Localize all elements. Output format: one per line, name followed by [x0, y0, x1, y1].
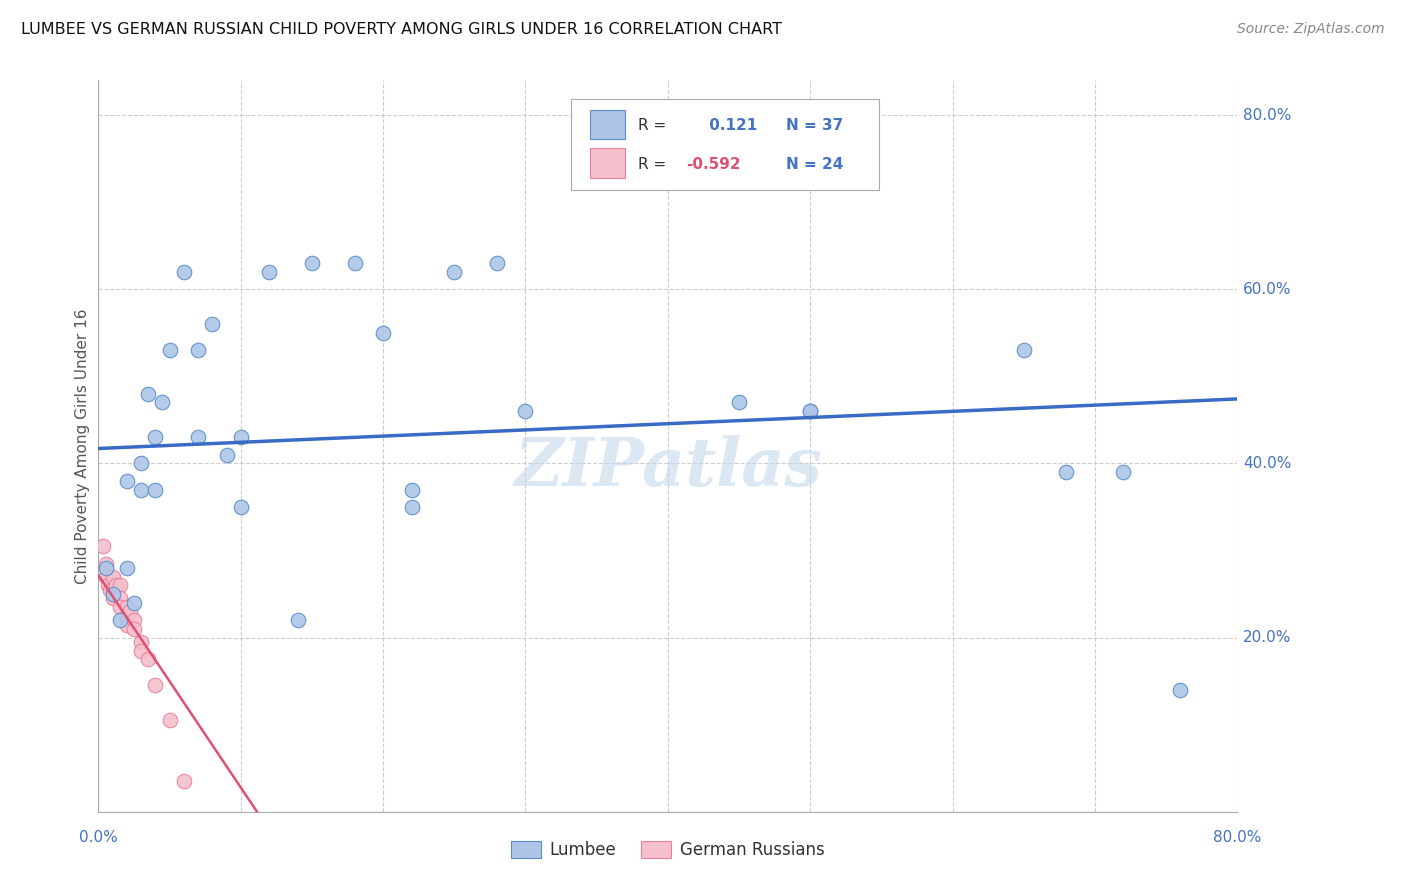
Point: [145, 678, 167, 692]
Point: [115, 600, 138, 615]
Point: [115, 617, 138, 632]
Point: [108, 578, 131, 592]
Text: 80.0%: 80.0%: [1243, 108, 1291, 122]
Point: [173, 774, 195, 789]
Point: [201, 317, 224, 331]
Text: 40.0%: 40.0%: [1243, 456, 1291, 471]
Point: [94, 557, 117, 571]
Point: [91, 539, 114, 553]
Point: [401, 483, 423, 497]
FancyBboxPatch shape: [591, 110, 624, 139]
Text: R =: R =: [638, 157, 666, 172]
Text: 60.0%: 60.0%: [1243, 282, 1292, 297]
Point: [443, 265, 465, 279]
Point: [101, 591, 124, 606]
Point: [145, 430, 167, 444]
Text: 0.0%: 0.0%: [79, 830, 118, 845]
Point: [187, 343, 209, 358]
Text: 80.0%: 80.0%: [1213, 830, 1261, 845]
Point: [1112, 465, 1135, 479]
Point: [94, 561, 117, 575]
Point: [301, 256, 323, 270]
Text: -0.592: -0.592: [686, 157, 741, 172]
Point: [122, 613, 145, 627]
Point: [799, 404, 821, 418]
Text: LUMBEE VS GERMAN RUSSIAN CHILD POVERTY AMONG GIRLS UNDER 16 CORRELATION CHART: LUMBEE VS GERMAN RUSSIAN CHILD POVERTY A…: [21, 22, 782, 37]
Point: [108, 591, 131, 606]
Point: [152, 395, 174, 409]
Point: [129, 457, 152, 471]
Point: [129, 483, 152, 497]
Point: [187, 430, 209, 444]
Point: [94, 569, 117, 583]
Point: [229, 430, 252, 444]
Point: [159, 343, 181, 358]
Point: [118, 604, 141, 618]
Point: [799, 404, 821, 418]
Point: [145, 483, 167, 497]
Point: [129, 643, 152, 657]
Point: [115, 561, 138, 575]
Point: [98, 582, 121, 597]
Point: [104, 578, 127, 592]
Point: [97, 578, 120, 592]
Point: [1012, 343, 1035, 358]
Point: [1170, 682, 1192, 697]
Point: [401, 500, 423, 514]
Legend: Lumbee, German Russians: Lumbee, German Russians: [505, 834, 831, 865]
Point: [173, 265, 195, 279]
FancyBboxPatch shape: [571, 99, 879, 190]
Point: [215, 448, 238, 462]
Point: [101, 587, 124, 601]
Text: N = 24: N = 24: [786, 157, 844, 172]
Point: [101, 582, 124, 597]
Point: [108, 613, 131, 627]
Text: R =: R =: [638, 118, 666, 133]
Point: [115, 608, 138, 623]
FancyBboxPatch shape: [591, 148, 624, 178]
Point: [136, 386, 159, 401]
Point: [101, 569, 124, 583]
Y-axis label: Child Poverty Among Girls Under 16: Child Poverty Among Girls Under 16: [75, 309, 90, 583]
Text: 0.121: 0.121: [704, 118, 758, 133]
Point: [373, 326, 395, 340]
Point: [229, 500, 252, 514]
Point: [115, 474, 138, 488]
Text: 20.0%: 20.0%: [1243, 630, 1291, 645]
Text: N = 37: N = 37: [786, 118, 844, 133]
Point: [486, 256, 509, 270]
Point: [259, 265, 281, 279]
Point: [122, 596, 145, 610]
Point: [136, 652, 159, 666]
Point: [129, 635, 152, 649]
Point: [515, 404, 537, 418]
Text: ZIPatlas: ZIPatlas: [515, 435, 821, 500]
Point: [728, 395, 751, 409]
Point: [343, 256, 366, 270]
Point: [122, 622, 145, 636]
Text: Source: ZipAtlas.com: Source: ZipAtlas.com: [1237, 22, 1385, 37]
Point: [287, 613, 309, 627]
Point: [159, 714, 181, 728]
Point: [1056, 465, 1078, 479]
Point: [108, 600, 131, 615]
